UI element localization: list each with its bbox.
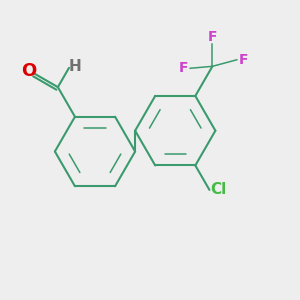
Text: Cl: Cl [210, 182, 226, 197]
Text: F: F [178, 61, 188, 75]
Text: H: H [69, 59, 81, 74]
Text: O: O [21, 62, 36, 80]
Text: F: F [239, 53, 249, 67]
Text: F: F [208, 31, 217, 44]
